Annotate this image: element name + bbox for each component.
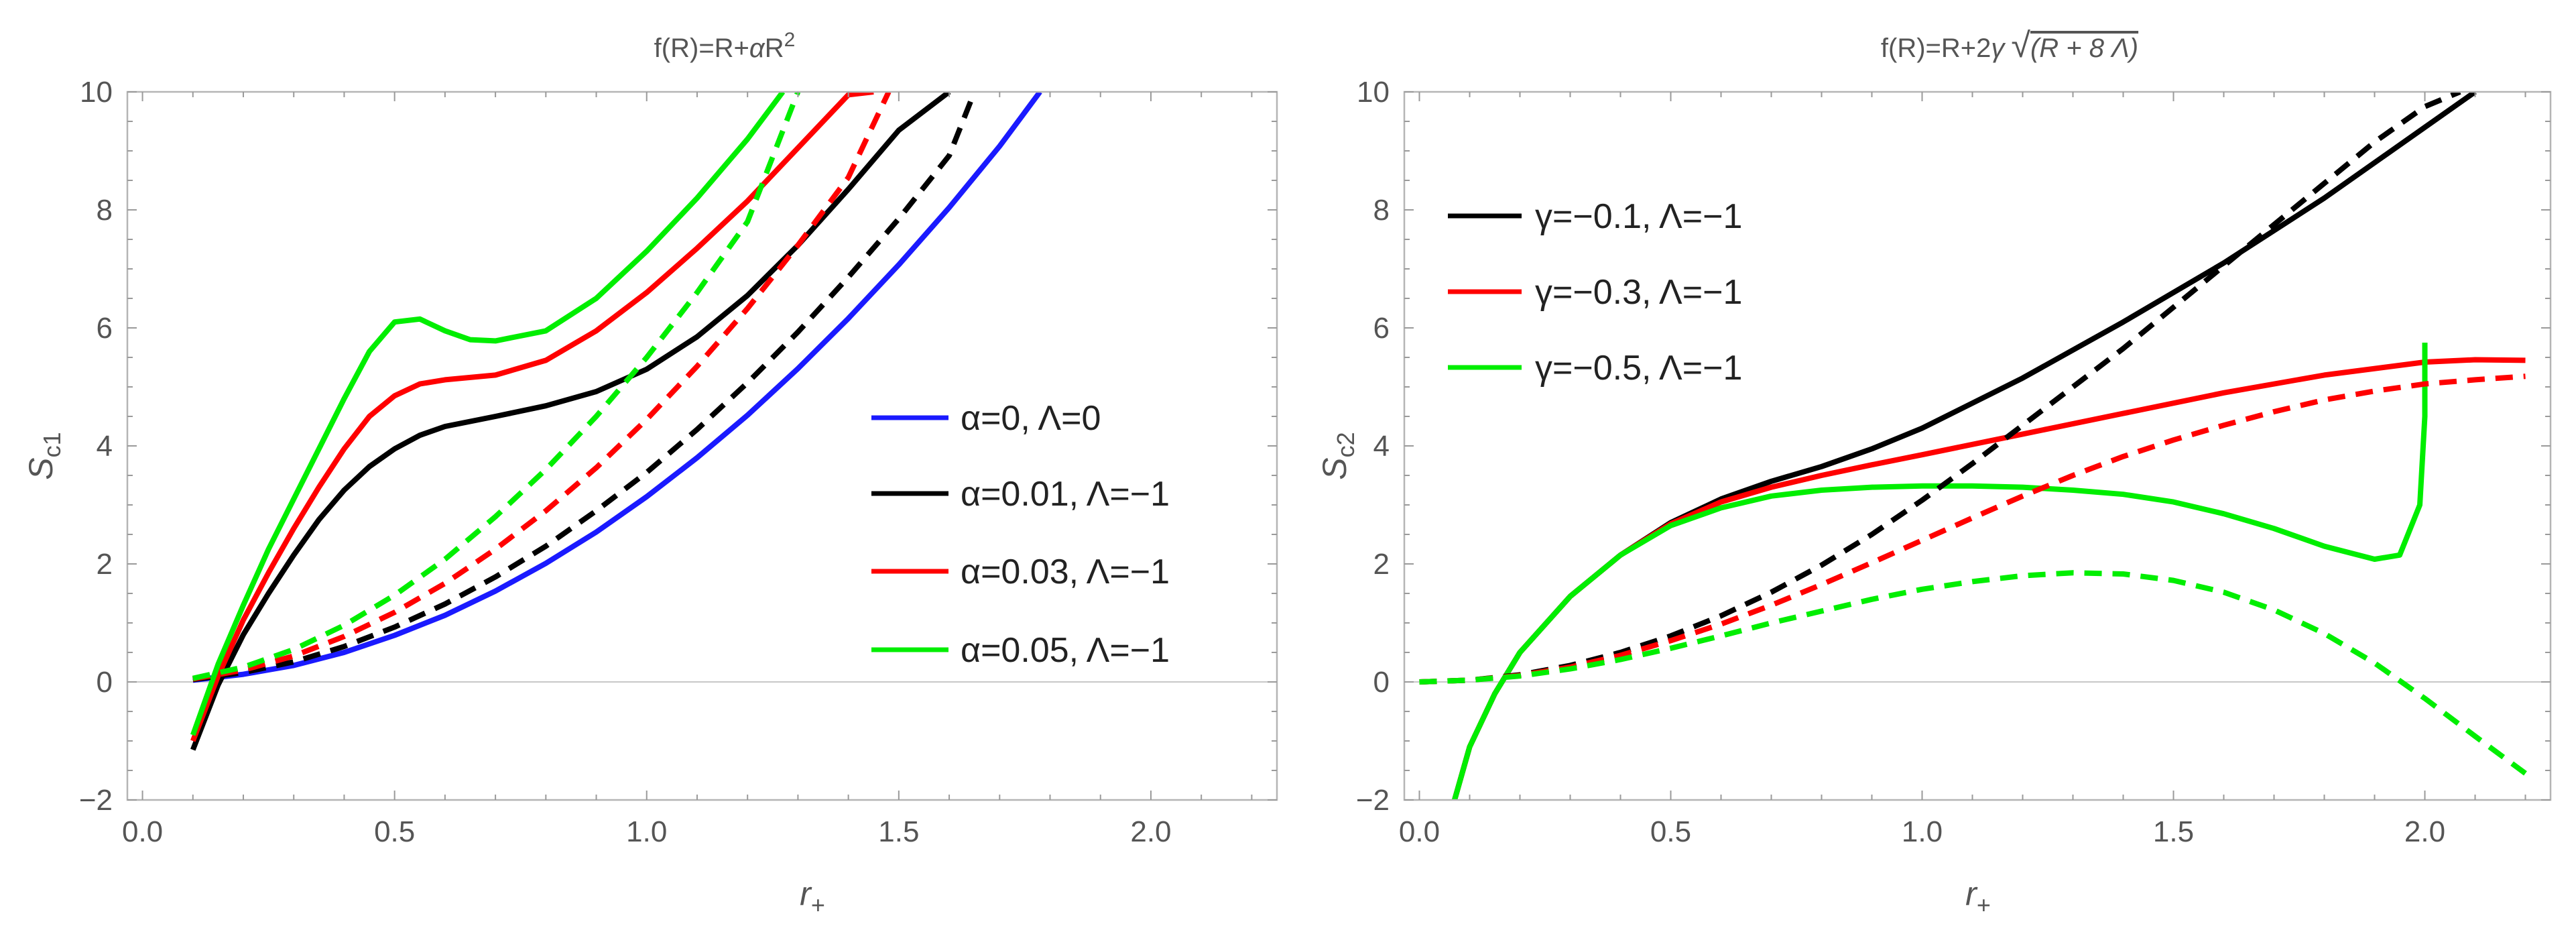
x-tick-label: 0.0: [122, 815, 163, 848]
legend-label: γ=−0.5, Λ=−1: [1535, 349, 1742, 388]
y-tick-label: 2: [1373, 548, 1390, 581]
x-tick-label: 0.5: [374, 815, 415, 848]
series-line-1: [1452, 357, 2526, 800]
right-legend: γ=−0.1, Λ=−1 γ=−0.3, Λ=−1 γ=−0.5, Λ=−1: [1448, 197, 1742, 388]
svg-text:Sc1: Sc1: [22, 432, 66, 479]
right-ylabel: Sc2: [1316, 432, 1359, 479]
y-tick-label: 8: [1373, 194, 1390, 227]
right-xlabel: r+: [1965, 875, 1991, 919]
svg-text:Sc2: Sc2: [1316, 432, 1359, 479]
x-tick-label: 0.5: [1650, 815, 1691, 848]
series-line-6: [192, 92, 801, 681]
legend-label: α=0.05, Λ=−1: [961, 631, 1170, 670]
series-line-2: [1452, 343, 2428, 800]
y-tick-label: 2: [97, 548, 113, 581]
y-tick-label: 4: [97, 430, 113, 463]
legend-label: γ=−0.1, Λ=−1: [1535, 197, 1742, 236]
series-line-0: [192, 92, 1042, 683]
x-tick-label: 2.0: [1130, 815, 1171, 848]
right-panel-title: f(R)=R+2γ √(R + 8 Λ): [1881, 26, 2138, 65]
legend-label: γ=−0.3, Λ=−1: [1535, 273, 1742, 312]
series-line-3: [190, 92, 786, 736]
legend-item: γ=−0.1, Λ=−1: [1448, 197, 1742, 236]
y-tick-label: 10: [1357, 76, 1390, 109]
right-panel: 0.0 0.5 1.0 1.5 2.0 −2 0 2 4 6 8 10 f(R)=R+2γ √(R + …: [1316, 26, 2552, 919]
x-tick-label: 1.5: [878, 815, 919, 848]
series-line-4: [1419, 373, 2526, 685]
y-tick-label: 6: [1373, 312, 1390, 345]
y-tick-label: 4: [1373, 430, 1390, 463]
series-line-5: [192, 92, 892, 682]
y-tick-label: 8: [97, 194, 113, 227]
left-ylabel: Sc1: [22, 432, 66, 479]
plot-frame: [126, 91, 1278, 801]
legend-label: α=0.01, Λ=−1: [961, 475, 1170, 514]
legend-item: α=0.01, Λ=−1: [871, 475, 1170, 514]
y-tick-label: 0: [1373, 666, 1390, 699]
series-line-2: [190, 92, 874, 742]
y-tick-label: 6: [97, 312, 113, 345]
y-tick-label: −2: [79, 784, 113, 817]
legend-item: α=0.05, Λ=−1: [871, 631, 1170, 670]
y-tick-label: −2: [1356, 784, 1390, 817]
series-group: [190, 92, 1042, 751]
x-tick-label: 0.0: [1399, 815, 1440, 848]
left-panel-title: f(R)=R+αR2: [654, 29, 796, 63]
x-tick-label: 1.0: [1902, 815, 1943, 848]
sqrt-radical: √: [2011, 26, 2030, 65]
legend-item: γ=−0.3, Λ=−1: [1448, 273, 1742, 312]
y-tick-label: 0: [97, 666, 113, 699]
x-tick-label: 2.0: [2404, 815, 2445, 848]
legend-label: α=0.03, Λ=−1: [961, 553, 1170, 591]
x-tick-label: 1.5: [2153, 815, 2194, 848]
legend-label: α=0, Λ=0: [961, 399, 1101, 438]
legend-item: α=0, Λ=0: [871, 399, 1101, 438]
left-legend: α=0, Λ=0 α=0.01, Λ=−1 α=0.03, Λ=−1 α=0.0…: [871, 399, 1170, 670]
series-line-1: [190, 92, 951, 751]
series-group: [1419, 92, 2527, 800]
left-xlabel: r+: [800, 875, 825, 919]
legend-item: γ=−0.5, Λ=−1: [1448, 349, 1742, 388]
y-tick-label: 10: [80, 76, 113, 109]
series-line-5: [1419, 570, 2527, 776]
x-tick-label: 1.0: [626, 815, 667, 848]
legend-item: α=0.03, Λ=−1: [871, 553, 1170, 591]
